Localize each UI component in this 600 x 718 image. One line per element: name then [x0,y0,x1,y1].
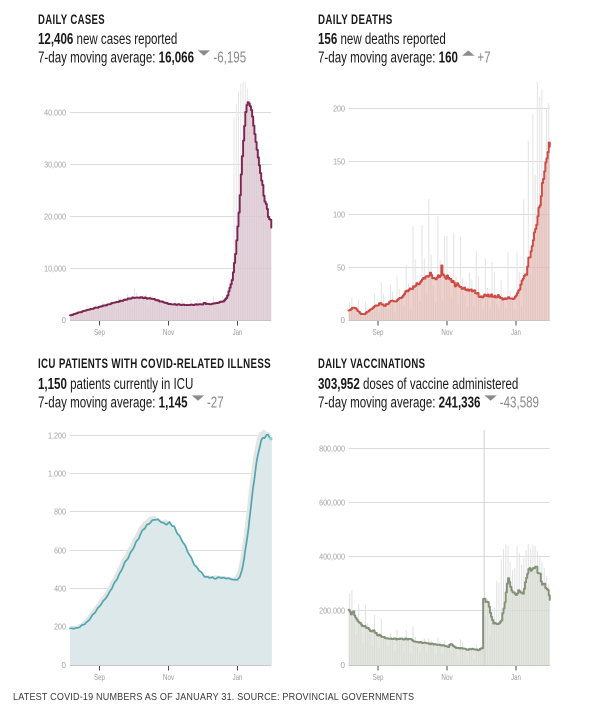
svg-text:Sep: Sep [94,672,105,682]
svg-text:200,000: 200,000 [319,605,345,615]
svg-text:Jan: Jan [511,672,521,682]
svg-text:1,200: 1,200 [48,430,66,440]
svg-text:600,000: 600,000 [319,497,345,507]
svg-text:Nov: Nov [163,327,175,337]
svg-text:Nov: Nov [163,672,175,682]
svg-text:40,000: 40,000 [44,107,66,117]
svg-text:200: 200 [54,621,66,631]
svg-text:50: 50 [337,262,345,272]
svg-text:Jan: Jan [233,672,243,682]
svg-text:20,000: 20,000 [44,211,66,221]
svg-text:200: 200 [333,103,345,113]
svg-text:800: 800 [54,506,66,516]
svg-text:Jan: Jan [233,327,243,337]
svg-text:Sep: Sep [373,672,384,682]
svg-text:Sep: Sep [373,327,384,337]
svg-text:0: 0 [62,660,67,670]
svg-text:0: 0 [62,315,67,325]
svg-text:Sep: Sep [94,327,105,337]
svg-text:Nov: Nov [441,672,453,682]
svg-text:30,000: 30,000 [44,159,66,169]
svg-text:0: 0 [341,660,346,670]
svg-text:800,000: 800,000 [319,443,345,453]
svg-text:600: 600 [54,545,66,555]
svg-text:Nov: Nov [441,327,453,337]
svg-text:400,000: 400,000 [319,551,345,561]
svg-text:Jan: Jan [511,327,521,337]
svg-text:100: 100 [333,209,345,219]
svg-text:150: 150 [333,156,345,166]
svg-text:0: 0 [341,315,346,325]
svg-text:1,000: 1,000 [48,468,66,478]
svg-text:400: 400 [54,583,66,593]
svg-text:10,000: 10,000 [44,263,66,273]
